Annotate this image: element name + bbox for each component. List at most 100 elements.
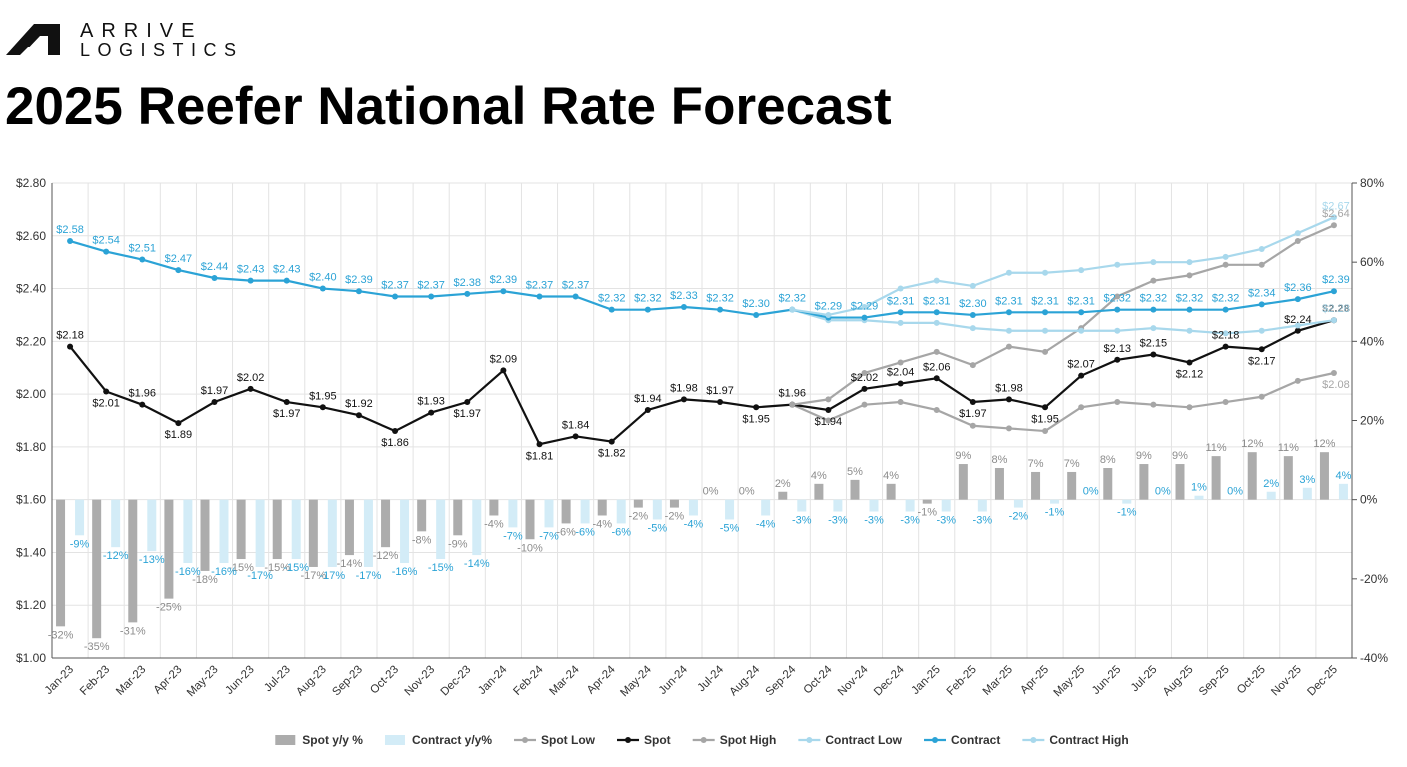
- legend-label: Spot: [644, 733, 671, 747]
- legend-swatch: [275, 735, 296, 745]
- bar-label: 0%: [703, 486, 719, 498]
- bar: [472, 499, 482, 556]
- bar: [236, 499, 246, 560]
- point: [103, 388, 110, 395]
- bar-label: -15%: [428, 562, 454, 574]
- bar-label: -35%: [84, 641, 110, 653]
- bar: [1194, 495, 1204, 500]
- point: [1042, 404, 1049, 411]
- point: [464, 290, 471, 297]
- point: [1186, 404, 1193, 411]
- line-label: $1.97: [273, 408, 301, 420]
- point: [1005, 309, 1012, 316]
- bar-label: 5%: [847, 466, 863, 478]
- bar-label: -3%: [864, 515, 884, 527]
- line-label: $2.28: [1322, 303, 1350, 315]
- logo: ARRIVE LOGISTICS: [6, 20, 236, 60]
- line-label: $1.97: [706, 385, 734, 397]
- x-tick-label: Feb-25: [945, 664, 979, 698]
- y-tick-label: $2.60: [16, 229, 46, 243]
- legend-item: Spot High: [692, 733, 776, 747]
- point: [753, 311, 760, 318]
- bar-label: -2%: [629, 511, 649, 523]
- x-tick-label: Oct-23: [368, 664, 401, 697]
- logo-mark: [6, 24, 60, 55]
- bar-label: 9%: [955, 450, 971, 462]
- point: [1222, 343, 1229, 350]
- x-tick-label: Feb-24: [511, 663, 546, 698]
- legend-item: Contract y/y%: [384, 733, 492, 747]
- bar-label: 8%: [991, 454, 1007, 466]
- line: [792, 216, 1335, 317]
- legend-dot: [522, 737, 529, 743]
- point: [644, 306, 651, 313]
- point: [175, 420, 182, 427]
- bar: [869, 499, 879, 512]
- line-label: $2.31: [887, 295, 915, 307]
- point: [1330, 317, 1337, 324]
- point: [1222, 253, 1229, 260]
- point: [1258, 346, 1265, 353]
- point: [825, 311, 832, 318]
- point: [933, 406, 940, 413]
- bar: [183, 499, 193, 563]
- point: [897, 380, 904, 387]
- line-label: $1.96: [779, 388, 807, 400]
- line: [791, 371, 1335, 433]
- point: [1294, 377, 1301, 384]
- bar-label: 11%: [1278, 442, 1299, 454]
- point: [1330, 222, 1337, 229]
- point: [861, 401, 868, 408]
- bar: [453, 499, 463, 536]
- x-tick-label: Aug-24: [728, 663, 763, 698]
- bar: [1139, 464, 1149, 500]
- data-labels: -32%-35%-31%-25%-18%-15% -15%-17%-14%-12%…: [48, 200, 1352, 653]
- point: [608, 438, 615, 445]
- x-tick-label: May-24: [618, 663, 654, 699]
- bar: [1175, 464, 1185, 500]
- bar: [272, 499, 282, 560]
- line-label: $2.34: [1248, 287, 1276, 299]
- bar-label: -1%: [1045, 507, 1065, 519]
- point: [897, 359, 904, 366]
- bar: [255, 499, 265, 567]
- bar-label: 1%: [1191, 482, 1207, 494]
- y2-tick-label: 60%: [1360, 255, 1384, 269]
- point: [644, 406, 651, 413]
- x-tick-label: Feb-23: [78, 664, 112, 698]
- x-tick-label: Sep-24: [764, 663, 799, 698]
- x-tick-label: Dec-23: [439, 664, 474, 699]
- bar-label: 12%: [1313, 438, 1335, 450]
- point: [1005, 425, 1012, 432]
- y2-tick-label: -20%: [1360, 572, 1388, 586]
- point: [933, 319, 940, 326]
- bar-label: -15%: [228, 562, 254, 574]
- bar-label: 7%: [1028, 458, 1044, 470]
- line-label: $2.13: [1104, 343, 1132, 355]
- line-label: $2.32: [1176, 293, 1204, 305]
- line-label: $2.31: [995, 295, 1023, 307]
- point: [283, 277, 290, 284]
- bar-label: -1%: [1117, 507, 1137, 519]
- point: [1005, 269, 1012, 276]
- legend-label: Contract: [951, 733, 1000, 747]
- legend-item: Contract: [924, 733, 1000, 747]
- bar: [525, 499, 535, 540]
- point: [861, 370, 868, 376]
- point: [1294, 327, 1301, 334]
- bar: [544, 499, 554, 528]
- point: [933, 277, 940, 284]
- bar-label: -2%: [665, 511, 685, 523]
- line-label: $1.95: [1031, 413, 1059, 425]
- line-label: $1.96: [129, 388, 157, 400]
- point: [1150, 325, 1157, 332]
- legend-dot: [806, 737, 813, 743]
- legend-item: Contract Low: [798, 733, 903, 747]
- point: [1222, 306, 1229, 313]
- bar: [850, 479, 860, 500]
- point: [247, 385, 254, 392]
- bar: [1266, 491, 1276, 500]
- bar-label: -10%: [517, 542, 543, 554]
- bar-label: -17%: [356, 570, 382, 582]
- point: [247, 277, 254, 284]
